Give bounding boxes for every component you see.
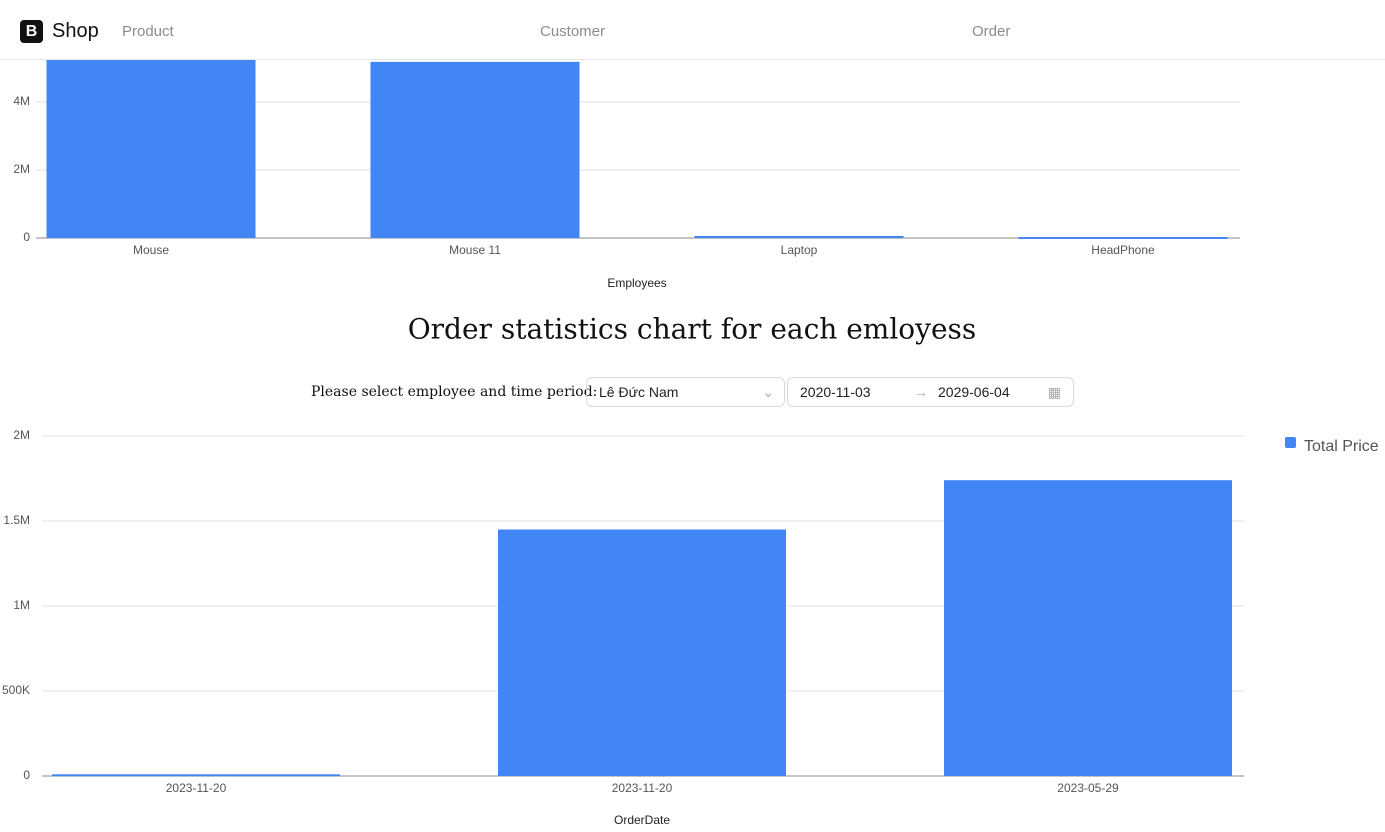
nav-item[interactable]: Customer: [540, 23, 606, 40]
nav-item[interactable]: Order: [972, 23, 1011, 40]
y-tick-label: 1M: [13, 598, 30, 612]
bar: [944, 480, 1232, 776]
start-date: 2020-11-03: [800, 384, 871, 400]
x-tick-label: 2023-05-29: [1057, 781, 1119, 795]
x-tick-label: 2023-11-20: [612, 781, 673, 795]
form-label: Please select employee and time period:: [311, 384, 598, 400]
calendar-icon: ▦: [1047, 384, 1061, 400]
date-range[interactable]: 2020-11-03 → 2029-06-04 ▦: [787, 377, 1074, 407]
x-tick-label: 2023-11-20: [166, 781, 227, 795]
bar: [52, 774, 340, 777]
bar: [46, 59, 256, 238]
y-tick-label: 0: [23, 230, 30, 244]
x-axis-label: OrderDate: [614, 813, 670, 827]
y-tick-label: 1.5M: [3, 513, 30, 527]
y-tick-label: 2M: [13, 162, 30, 176]
legend-swatch: [1285, 437, 1296, 448]
bar: [694, 235, 904, 238]
y-tick-label: 2M: [13, 428, 30, 442]
employee-select[interactable]: Lê Đức Nam ⌄: [586, 377, 785, 407]
logo[interactable]: B: [20, 20, 43, 43]
end-date: 2029-06-04: [938, 384, 1010, 400]
bar: [1018, 236, 1228, 239]
y-tick-label: 4M: [13, 94, 30, 108]
select-value: Lê Đức Nam: [599, 384, 679, 400]
legend-label: Total Price: [1304, 438, 1379, 455]
arrow: →: [914, 384, 928, 400]
y-tick-label: 500K: [2, 683, 30, 697]
nav-item[interactable]: Product: [122, 23, 174, 40]
brand[interactable]: Shop: [52, 20, 99, 42]
y-tick-label: 0: [23, 768, 30, 782]
bar: [370, 61, 580, 238]
x-tick-label: Mouse 11: [449, 243, 501, 257]
x-tick-label: Mouse: [133, 243, 169, 257]
x-tick-label: HeadPhone: [1091, 243, 1155, 257]
chart-title: Order statistics chart for each emloyess: [408, 313, 977, 346]
x-axis-label: Employees: [607, 276, 666, 290]
header: B Shop Product Customer Order: [0, 0, 1385, 60]
bar: [498, 529, 786, 776]
chevron: ⌄: [762, 384, 774, 400]
x-tick-label: Laptop: [781, 243, 818, 257]
